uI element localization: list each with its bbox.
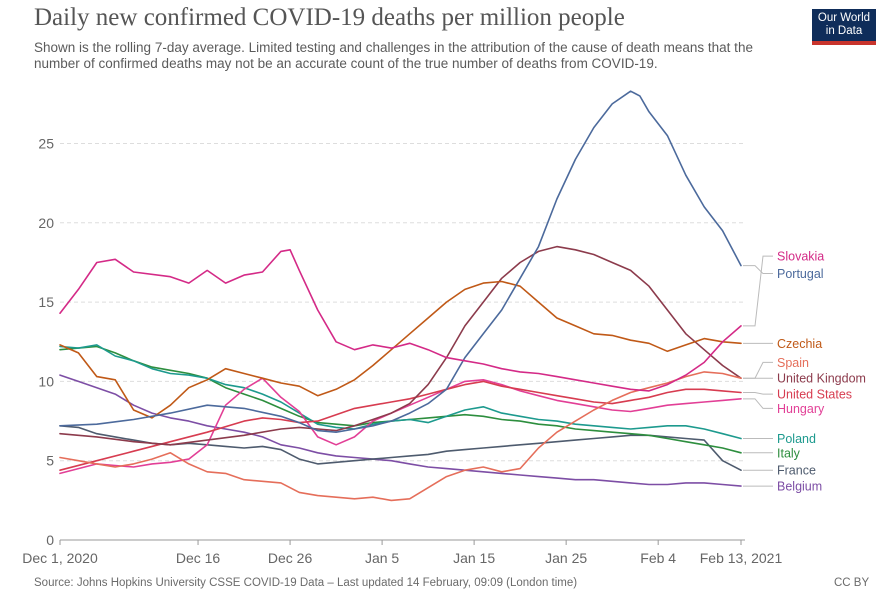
- x-tick-label: Jan 15: [453, 550, 495, 566]
- x-tick-label: Jan 5: [365, 550, 399, 566]
- series-line-czechia[interactable]: [59, 280, 742, 419]
- series-label-slovakia[interactable]: Slovakia: [777, 250, 824, 264]
- series-label-poland[interactable]: Poland: [777, 432, 816, 446]
- label-connector: [743, 398, 773, 409]
- series-line-spain[interactable]: [59, 371, 742, 502]
- series-label-spain[interactable]: Spain: [777, 356, 809, 370]
- y-tick-label: 0: [46, 532, 54, 548]
- grid-layer: 0 5 10 15 20 25: [38, 136, 745, 548]
- series-label-czechia[interactable]: Czechia: [777, 337, 822, 351]
- y-tick-label: 25: [38, 136, 54, 152]
- label-connector: [743, 265, 773, 275]
- series-lines: [59, 90, 742, 502]
- series-line-belgium[interactable]: [59, 374, 742, 487]
- y-tick-label: 15: [38, 294, 54, 310]
- label-connector: [743, 392, 773, 395]
- series-label-france[interactable]: France: [777, 464, 816, 478]
- series-line-hungary[interactable]: [59, 377, 742, 475]
- series-labels: Slovakia Portugal Czechia Spain United Kingd…: [743, 250, 866, 494]
- x-tick-label: Feb 4: [640, 550, 676, 566]
- label-connector: [743, 255, 773, 327]
- series-line-poland[interactable]: [59, 344, 742, 440]
- series-line-slovakia[interactable]: [59, 249, 742, 392]
- source-note: Source: Johns Hopkins University CSSE CO…: [34, 577, 578, 589]
- series-line-united-kingdom[interactable]: [59, 245, 742, 446]
- logo-line-2: in Data: [825, 25, 863, 37]
- x-tick-label: Dec 26: [268, 550, 313, 566]
- series-label-united-states[interactable]: United States: [777, 388, 852, 402]
- y-tick-label: 10: [38, 373, 54, 389]
- series-label-italy[interactable]: Italy: [777, 446, 801, 460]
- chart-subtitle: Shown is the rolling 7-day average. Limi…: [34, 40, 753, 71]
- series-label-portugal[interactable]: Portugal: [777, 267, 824, 281]
- y-tick-label: 5: [46, 453, 54, 469]
- series-line-portugal[interactable]: [59, 90, 742, 433]
- series-label-belgium[interactable]: Belgium: [777, 480, 822, 494]
- x-axis: Dec 1, 2020 Dec 16 Dec 26 Jan 5 Jan 15 Jan 25…: [22, 540, 782, 566]
- x-tick-label: Dec 16: [176, 550, 221, 566]
- label-connector: [743, 361, 773, 379]
- series-label-hungary[interactable]: Hungary: [777, 402, 825, 416]
- x-tick-label: Feb 13, 2021: [700, 550, 783, 566]
- logo-line-1: Our World: [817, 12, 871, 24]
- y-tick-label: 20: [38, 215, 54, 231]
- x-tick-label: Jan 25: [545, 550, 587, 566]
- license-link[interactable]: CC BY: [834, 577, 870, 589]
- owid-logo[interactable]: Our World in Data: [812, 9, 876, 45]
- chart-title: Daily new confirmed COVID-19 deaths per …: [34, 4, 625, 31]
- series-label-united-kingdom[interactable]: United Kingdom: [777, 372, 866, 386]
- x-tick-label: Dec 1, 2020: [22, 550, 98, 566]
